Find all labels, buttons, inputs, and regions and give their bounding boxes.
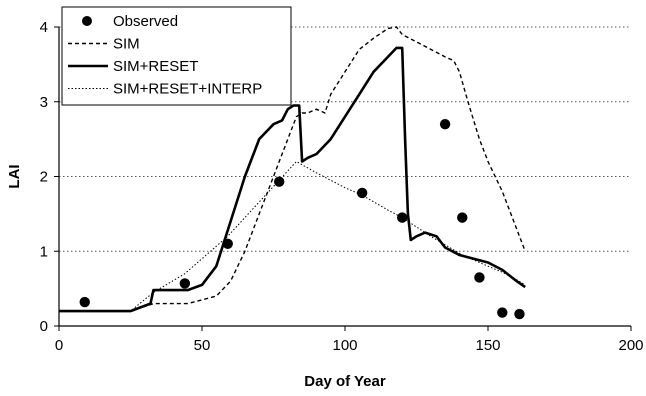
x-tick-label-3: 150 — [475, 337, 500, 354]
x-tick-label-1: 50 — [194, 337, 211, 354]
x-axis-title: Day of Year — [304, 373, 386, 390]
series-line-sim-reset-interp — [59, 161, 526, 312]
observed-point-2 — [222, 238, 233, 249]
legend: Observed SIM SIM+RESET SIM+RESET+INTERP — [61, 6, 292, 106]
series-line-sim — [59, 26, 526, 312]
x-tick-label-0: 0 — [55, 337, 63, 354]
y-axis-title: LAI — [6, 164, 23, 188]
observed-point-9 — [497, 307, 508, 318]
gridlines — [59, 26, 631, 252]
observed-point-10 — [514, 308, 525, 320]
legend-label-sim: SIM — [113, 36, 140, 53]
y-tick-label-1: 1 — [40, 243, 48, 260]
y-tick-label-3: 3 — [40, 94, 48, 111]
legend-label-sim-reset: SIM+RESET — [113, 58, 198, 75]
y-tick-label-0: 0 — [40, 318, 48, 335]
y-tick-label-4: 4 — [40, 19, 48, 36]
legend-label-observed: Observed — [113, 13, 178, 30]
x-tick-label-4: 200 — [618, 337, 643, 354]
tick-labels: 0 50 100 150 200 0 1 2 3 4 — [40, 19, 644, 354]
series-layer — [59, 26, 526, 313]
observed-point-3 — [274, 176, 285, 187]
observed-point-6 — [439, 118, 451, 130]
observed-point-0 — [79, 296, 90, 308]
x-tick-label-2: 100 — [332, 337, 357, 354]
legend-label-sim-reset-interp: SIM+RESET+INTERP — [113, 81, 262, 98]
y-tick-label-2: 2 — [40, 169, 48, 186]
observed-point-7 — [457, 212, 468, 223]
observed-point-4 — [356, 187, 368, 199]
observed-point-5 — [397, 212, 408, 223]
observed-point-8 — [474, 272, 485, 283]
series-line-sim-reset — [59, 46, 526, 313]
observed-markers — [79, 118, 525, 320]
axes — [54, 26, 632, 331]
observed-point-1 — [179, 278, 191, 289]
legend-observed-marker — [82, 16, 92, 26]
